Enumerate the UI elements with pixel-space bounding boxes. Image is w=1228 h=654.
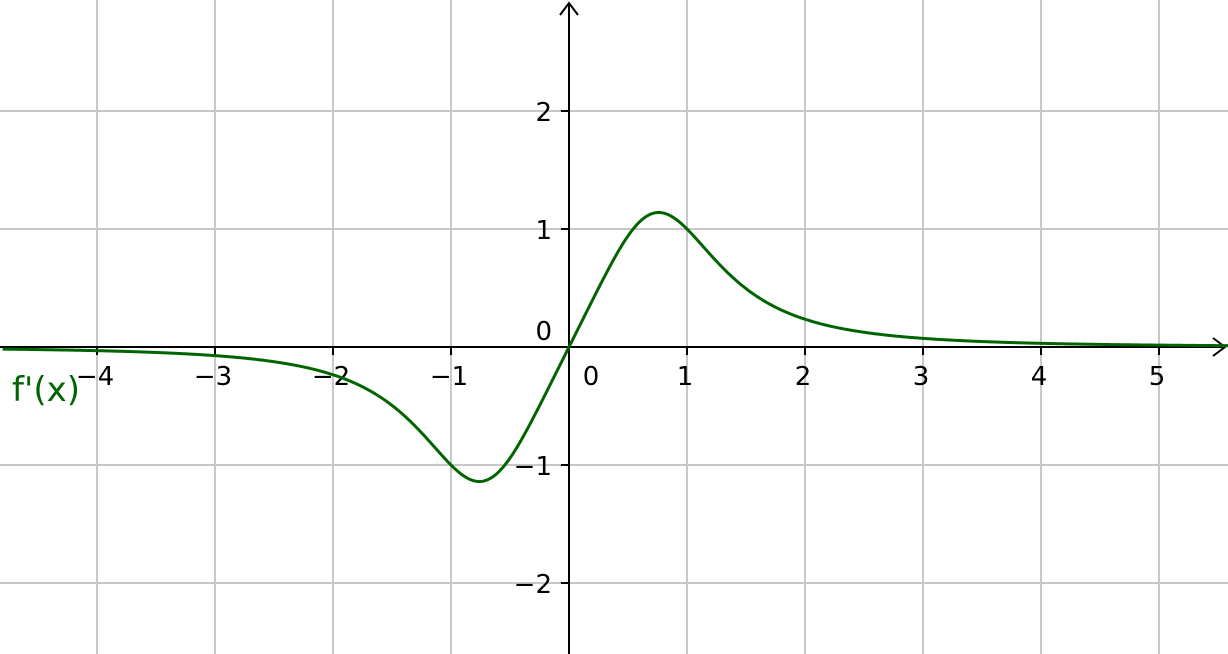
series-label: f'(x)	[12, 370, 80, 410]
x-tick-label: −3	[194, 362, 232, 392]
y-tick-label: −2	[514, 570, 552, 600]
x-tick-label: 4	[1031, 362, 1048, 392]
y-tick-label: 2	[535, 98, 552, 128]
x-tick-label: 5	[1149, 362, 1166, 392]
series-line	[2, 211, 1228, 483]
x-tick-label: 0	[583, 362, 600, 392]
tick-labels: −4 −3 −2 −1 0 1 2 3 4 5 −2 −1 0 1 2	[76, 98, 1165, 600]
x-tick-label: −2	[312, 362, 350, 392]
series-layer: f'(x)	[2, 211, 1228, 483]
x-tick-label: 3	[913, 362, 930, 392]
y-tick-label: 0	[535, 317, 552, 347]
y-axis-arrow	[559, 1, 579, 16]
y-tick-label: 1	[535, 216, 552, 246]
x-tick-label: −1	[430, 362, 468, 392]
x-tick-label: 2	[795, 362, 812, 392]
x-tick-label: 1	[677, 362, 694, 392]
x-tick-label: −4	[76, 362, 114, 392]
y-tick-label: −1	[514, 452, 552, 482]
